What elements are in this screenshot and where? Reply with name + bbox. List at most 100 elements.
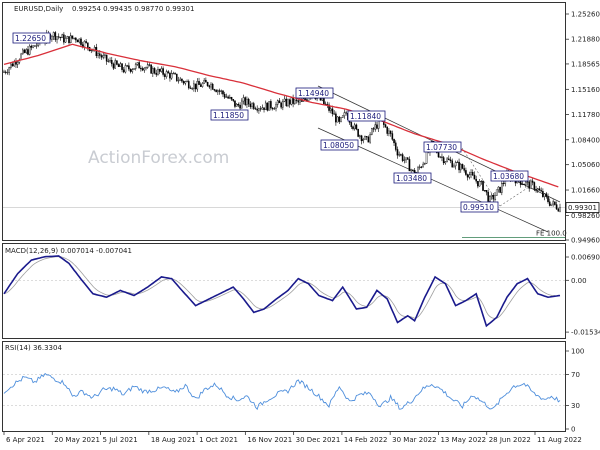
candle-body xyxy=(181,78,183,82)
level-label-box xyxy=(12,32,51,44)
candle-body xyxy=(526,181,529,183)
candle-body xyxy=(297,100,300,103)
candle-body xyxy=(175,73,178,81)
current-price-label: 0.99301 xyxy=(568,204,597,212)
candle-body xyxy=(468,174,471,178)
candle-body xyxy=(75,37,77,41)
candle-body xyxy=(425,151,428,164)
candle-body xyxy=(501,183,503,193)
candle-body xyxy=(145,67,147,69)
candle-body xyxy=(495,189,498,196)
price-tick-label: 0.98260 xyxy=(571,212,600,220)
candle-body xyxy=(107,60,110,62)
candle-body xyxy=(497,186,500,191)
candle-body xyxy=(194,83,197,90)
candle-body xyxy=(234,100,236,107)
candle-body xyxy=(388,130,390,134)
price-tick-label: 1.05060 xyxy=(571,161,600,169)
x-axis: 6 Apr 2021 20 May 2021 5 Jul 2021 18 Aug 20… xyxy=(3,431,582,444)
candle-body xyxy=(6,72,9,74)
candle-body xyxy=(68,36,70,44)
candle-body xyxy=(480,180,483,182)
candle-body xyxy=(321,98,324,101)
candle-body xyxy=(229,97,231,99)
level-label-text: 1.03480 xyxy=(396,174,427,183)
candle-body xyxy=(454,162,457,167)
candle-body xyxy=(252,103,255,109)
candle-body xyxy=(552,201,554,205)
level-label-box xyxy=(490,170,529,182)
candle-body xyxy=(489,196,491,202)
candle-body xyxy=(290,97,293,105)
candle-body xyxy=(258,108,260,111)
candle-body xyxy=(299,100,301,103)
candle-body xyxy=(27,49,29,55)
candle-body xyxy=(30,45,33,48)
candle-body xyxy=(97,53,99,56)
level-label-text: 1.03680 xyxy=(493,172,524,181)
candle-body xyxy=(548,201,551,206)
candle-body xyxy=(329,108,332,111)
candle-body xyxy=(167,71,170,74)
candle-body xyxy=(160,68,163,72)
candle-body xyxy=(138,62,140,69)
candle-body xyxy=(174,73,176,75)
level-label-text: 1.14940 xyxy=(298,89,329,98)
macd-header: MACD(12,26,9) 0.007014 -0.007041 xyxy=(5,247,132,255)
candle-body xyxy=(85,41,87,43)
level-label-box xyxy=(460,201,499,213)
candle-body xyxy=(83,41,86,47)
candle-body xyxy=(285,98,288,106)
macd-tick-label: 0.006909 xyxy=(571,254,600,262)
candle-body xyxy=(396,149,399,156)
candle-body xyxy=(483,189,486,191)
candle-body xyxy=(393,139,395,144)
level-label-text: 1.22650 xyxy=(15,34,46,43)
candle-body xyxy=(420,166,423,168)
candle-body xyxy=(256,108,258,111)
candle-body xyxy=(490,195,493,197)
candle-body xyxy=(295,99,298,101)
candle-body xyxy=(547,196,549,203)
candle-body xyxy=(276,100,279,105)
candle-body xyxy=(441,156,443,158)
candle-body xyxy=(394,142,397,150)
candle-body xyxy=(205,79,207,83)
candle-body xyxy=(51,36,53,40)
candle-body xyxy=(193,83,195,89)
candle-body xyxy=(104,54,106,56)
price-tick-label: 1.08400 xyxy=(571,136,600,144)
candle-body xyxy=(155,72,158,75)
x-tick-label: 30 Dec 2021 xyxy=(296,436,341,444)
candle-body xyxy=(400,154,402,156)
candle-body xyxy=(112,63,115,69)
candle-body xyxy=(69,35,72,44)
candle-body xyxy=(528,181,531,189)
candle-body xyxy=(300,100,303,102)
candle-body xyxy=(263,107,265,110)
candle-body xyxy=(355,124,358,130)
candle-body xyxy=(448,158,450,161)
candle-body xyxy=(391,133,394,140)
price-tick-label: 0.94960 xyxy=(571,237,600,245)
candle-body xyxy=(362,139,365,142)
candle-body xyxy=(422,163,424,168)
candle-body xyxy=(471,172,474,176)
candle-body xyxy=(374,124,377,130)
candle-body xyxy=(542,191,544,197)
macd-lines xyxy=(3,255,561,328)
candle-body xyxy=(249,103,252,107)
candle-body xyxy=(439,156,442,158)
candle-body xyxy=(134,64,137,69)
candle-body xyxy=(35,45,38,47)
rsi-axis: 100 70 30 0 xyxy=(3,348,584,434)
candle-body xyxy=(22,49,24,55)
candle-body xyxy=(365,136,368,138)
candle-body xyxy=(158,69,161,72)
candle-body xyxy=(215,90,217,93)
x-tick-label: 16 Nov 2021 xyxy=(247,436,292,444)
candle-body xyxy=(199,84,202,87)
candle-body xyxy=(189,87,192,89)
candle-body xyxy=(198,81,200,85)
candle-body xyxy=(129,68,132,72)
